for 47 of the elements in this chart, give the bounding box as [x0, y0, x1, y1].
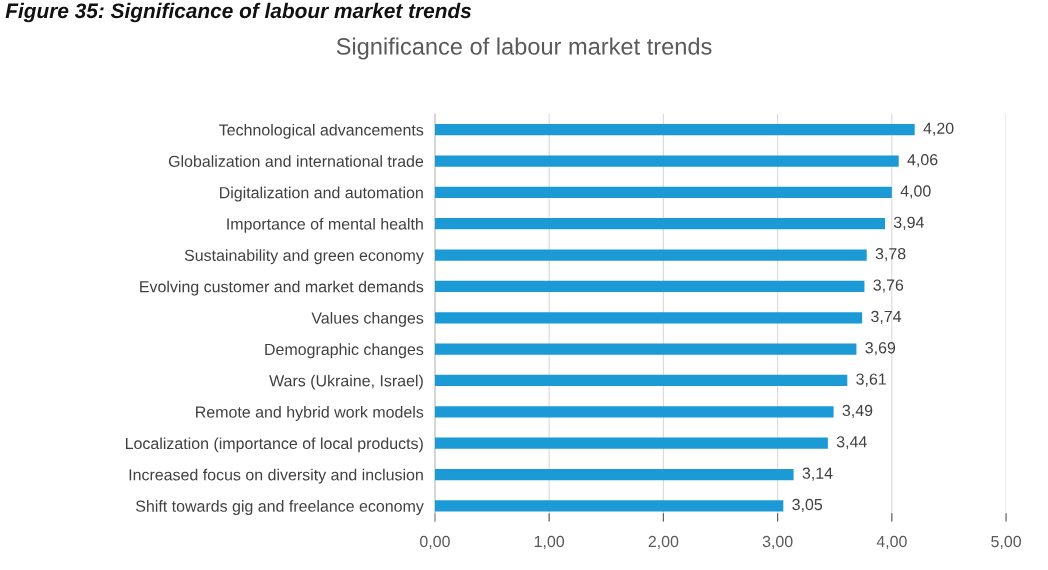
- bar: [434, 406, 834, 418]
- data-label: 3,76: [873, 279, 904, 293]
- x-tick-label: 3,00: [762, 535, 793, 550]
- bar: [434, 249, 867, 261]
- data-label: 3,44: [836, 436, 867, 450]
- y-tick-label: Demographic changes: [265, 343, 424, 359]
- x-tick-label: 1,00: [534, 535, 565, 550]
- data-label: 4,00: [900, 185, 931, 199]
- bar: [434, 500, 784, 512]
- data-label: 3,61: [856, 373, 886, 387]
- bar: [434, 437, 828, 449]
- y-tick-label: Localization (importance of local products): [125, 437, 423, 453]
- bar: [434, 312, 863, 324]
- y-tick-label: Increased focus on diversity and inclusion: [129, 468, 423, 484]
- data-label: 4,20: [923, 122, 954, 136]
- data-label: 3,05: [792, 498, 823, 513]
- y-tick-label: Wars (Ukraine, Israel): [269, 374, 423, 390]
- y-tick-label: Sustainability and green economy: [184, 249, 424, 265]
- y-tick-label: Evolving customer and market demands: [140, 280, 424, 296]
- x-tick-label: 5,00: [991, 535, 1021, 550]
- y-tick-label: Shift towards gig and freelance economy: [136, 500, 424, 515]
- data-label: 3,78: [875, 248, 906, 262]
- data-label: 4,06: [907, 154, 938, 168]
- x-tick-label: 2,00: [648, 535, 679, 550]
- data-label: 3,94: [893, 216, 924, 230]
- caption: Figure 35: Significance of labour market trends: [5, 2, 472, 23]
- bar: [434, 186, 892, 199]
- y-tick-label: Digitalization and automation: [220, 186, 423, 202]
- y-tick-label: Globalization and international trade: [168, 155, 424, 167]
- y-tick-label: Values changes: [311, 311, 424, 327]
- data-label: 3,49: [842, 404, 873, 418]
- y-tick-label: Importance of mental health: [227, 217, 423, 233]
- chart-title: Significance of labour market trends: [336, 37, 712, 60]
- bar: [434, 218, 885, 230]
- bar: [434, 343, 857, 355]
- bar: [434, 155, 899, 167]
- x-tick-label: 0,00: [420, 535, 450, 550]
- y-tick-label: Technological advancements: [219, 123, 424, 139]
- x-tick-label: 4,00: [876, 535, 907, 550]
- data-label: 3,74: [871, 310, 902, 324]
- bar: [434, 124, 915, 136]
- data-label: 3,69: [865, 342, 896, 356]
- data-label: 3,14: [802, 467, 833, 481]
- y-tick-label: Remote and hybrid work models: [196, 406, 424, 421]
- bar: [434, 374, 848, 387]
- bar: [434, 280, 865, 293]
- bar: [434, 468, 794, 481]
